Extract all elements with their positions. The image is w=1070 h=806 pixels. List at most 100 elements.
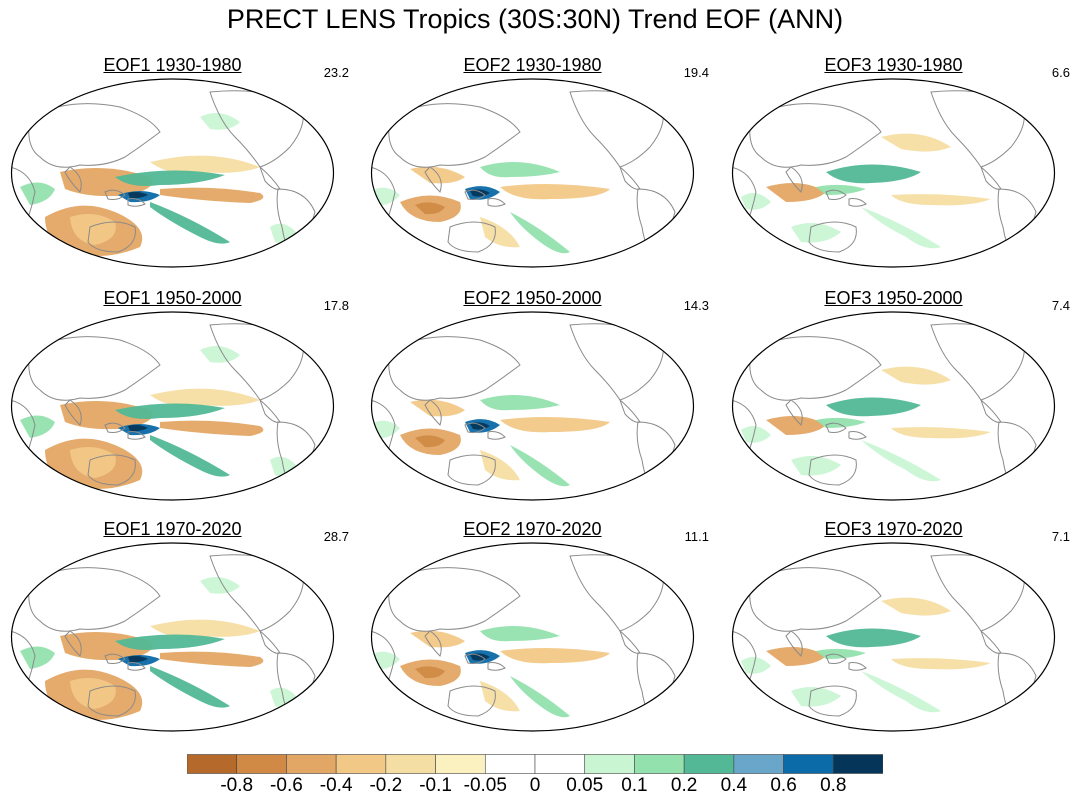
coastline [127, 662, 146, 671]
contour-fill [816, 184, 866, 195]
colorbar-tick-label: 0.4 [720, 775, 748, 796]
contour-fill [891, 658, 991, 670]
contour-fill [415, 435, 445, 448]
contour-fill [150, 388, 260, 407]
robinson-map [731, 78, 1056, 268]
coastline [447, 221, 496, 253]
robinson-map [10, 78, 335, 268]
map-outline [731, 542, 1056, 732]
eof-panel: EOF1 1950-2000 17.8 [10, 288, 355, 503]
colorbar-box [832, 754, 883, 774]
panel-title: EOF1 1930-1980 [103, 55, 242, 75]
variance-label: 6.6 [1051, 65, 1070, 80]
colorbar-tick-label: -0.05 [463, 775, 507, 796]
coastline [825, 189, 847, 200]
robinson-map [10, 542, 335, 732]
map-outline [370, 542, 695, 732]
panel-title: EOF3 1950-2000 [824, 288, 963, 308]
contour-fill [128, 191, 148, 199]
coastline [848, 198, 867, 207]
contour-fill [891, 194, 991, 206]
variance-label: 23.2 [323, 65, 349, 80]
eof-panel: EOF3 1970-2020 7.1 [731, 519, 1070, 734]
coastline [749, 103, 882, 168]
coastline [464, 189, 486, 200]
panel-title: EOF2 1970-2020 [463, 519, 602, 539]
robinson-map [731, 311, 1056, 501]
contour-fill [826, 628, 921, 648]
coastline [104, 189, 126, 200]
contour-fill [410, 166, 465, 184]
contour-fill [500, 183, 610, 200]
robinson-map [370, 78, 695, 268]
coastline [104, 653, 126, 664]
coastline [808, 685, 857, 717]
coastline [785, 630, 803, 657]
variance-label: 7.1 [1051, 529, 1070, 544]
contour-fill [115, 403, 225, 419]
contour-fill [150, 202, 230, 244]
eof-panel: EOF2 1950-2000 14.3 [370, 288, 715, 503]
contour-fill [741, 426, 771, 443]
contour-fill [741, 193, 771, 210]
coastline [104, 422, 126, 433]
colorbar-box [783, 754, 834, 774]
map-outline [370, 78, 695, 268]
coastline [87, 221, 136, 253]
colorbar-tick-label: 0.2 [670, 775, 698, 796]
eof-panel: EOF2 1930-1980 19.4 [370, 55, 715, 270]
coastline [808, 221, 857, 253]
coastline [785, 166, 803, 193]
colorbar-tick-label: 0.1 [621, 775, 648, 796]
eof-panel: EOF3 1930-1980 6.6 [731, 55, 1070, 270]
eof-pattern [20, 346, 300, 489]
coastline [785, 399, 803, 426]
contour-fill [861, 440, 941, 482]
contour-fill [510, 445, 570, 487]
robinson-map [10, 311, 335, 501]
eof-pattern [20, 113, 300, 256]
colorbar-box [187, 754, 238, 774]
panel-title: EOF3 1930-1980 [824, 55, 963, 75]
colorbar-tick-label: 0 [529, 775, 541, 796]
contour-fill [510, 212, 570, 254]
contour-fill [881, 366, 951, 385]
contour-fill [510, 676, 570, 718]
coastline [64, 166, 82, 193]
colorbar [187, 754, 883, 774]
coastline [127, 431, 146, 440]
map-outline [10, 542, 335, 732]
coastline [28, 103, 161, 168]
contour-fill [160, 420, 264, 436]
coastline [388, 336, 521, 401]
panel-title: EOF3 1970-2020 [824, 519, 963, 539]
contour-fill [826, 164, 921, 184]
colorbar-box [385, 754, 436, 774]
colorbar-box [683, 754, 735, 774]
contour-fill [160, 651, 264, 667]
colorbar-tick-label: -0.4 [319, 775, 353, 796]
coastline [87, 685, 136, 717]
contour-fill [480, 162, 560, 178]
coastline [464, 653, 486, 664]
colorbar-box [484, 754, 536, 774]
contour-fill [415, 202, 445, 215]
variance-label: 28.7 [323, 529, 349, 544]
eof-panel: EOF2 1970-2020 11.1 [370, 519, 715, 734]
contour-fill [115, 170, 225, 186]
coastline [87, 454, 136, 486]
contour-fill [480, 395, 560, 411]
coastline [487, 662, 506, 671]
coastline [424, 166, 442, 193]
panel-title: EOF2 1950-2000 [463, 288, 602, 308]
map-outline [10, 78, 335, 268]
contour-fill [766, 647, 826, 666]
contour-fill [150, 666, 230, 708]
contour-fill [791, 456, 841, 476]
colorbar-tick-label: 0.05 [566, 775, 604, 796]
contour-fill [766, 183, 826, 202]
coastline [64, 399, 82, 426]
contour-fill [881, 597, 951, 616]
contour-fill [861, 671, 941, 713]
colorbar-box [584, 754, 635, 774]
